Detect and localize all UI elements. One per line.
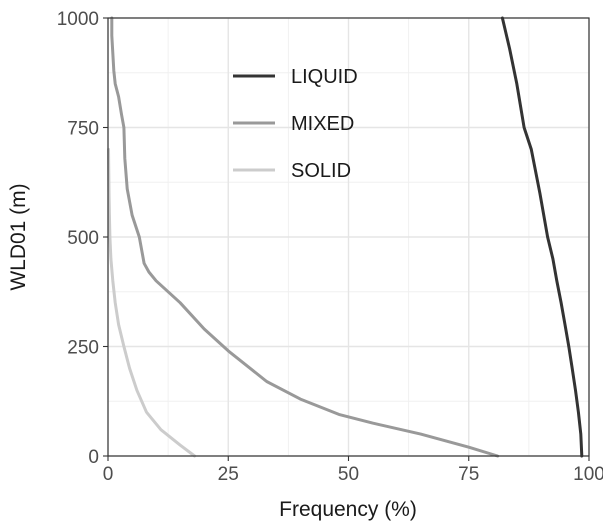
x-tick-label: 75 [458, 464, 479, 485]
y-tick-label: 250 [67, 338, 99, 359]
x-tick-label: 100 [573, 464, 603, 485]
y-tick-label: 750 [67, 119, 99, 140]
legend-label-mixed: MIXED [291, 113, 354, 135]
series-line-mixed [110, 16, 500, 458]
x-tick-label: 50 [338, 464, 359, 485]
series-line-solid [107, 147, 197, 458]
y-tick-label: 500 [67, 228, 99, 249]
series-line-liquid [500, 16, 584, 458]
y-tick-label: 0 [88, 447, 99, 468]
series-lines [107, 16, 584, 458]
legend-label-solid: SOLID [291, 160, 351, 182]
x-tick-label: 0 [103, 464, 114, 485]
legend-label-liquid: LIQUID [291, 66, 358, 88]
y-tick-label: 1000 [57, 9, 99, 30]
x-axis-title: Frequency (%) [279, 498, 417, 521]
legend: LIQUID MIXED SOLID [233, 66, 358, 182]
y-axis-title: WLD01 (m) [7, 183, 30, 290]
x-tick-label: 25 [218, 464, 239, 485]
